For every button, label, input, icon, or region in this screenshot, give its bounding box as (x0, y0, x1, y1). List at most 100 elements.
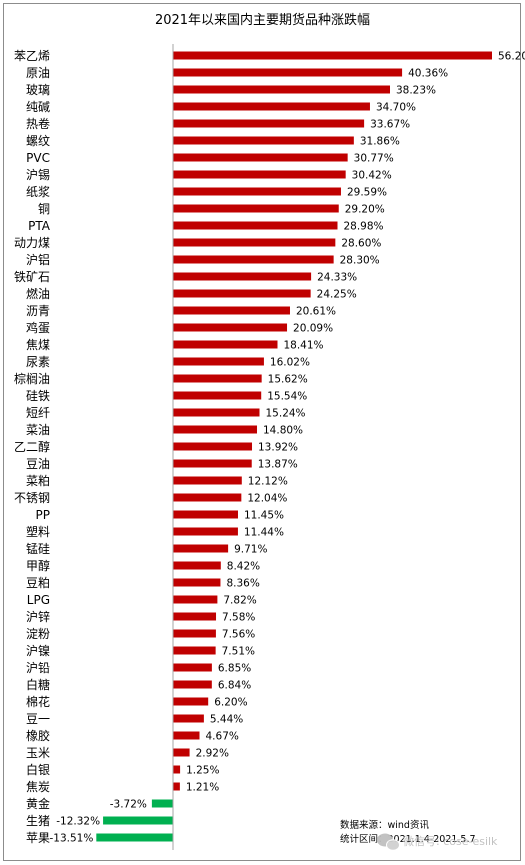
value-label: 9.71% (234, 544, 267, 556)
bar (173, 289, 311, 298)
category-label: 淀粉 (26, 627, 50, 641)
bar (173, 68, 403, 77)
value-label: 1.21% (186, 782, 219, 794)
bar (103, 816, 173, 825)
category-label: 动力煤 (14, 236, 50, 250)
category-label: 原油 (26, 66, 50, 80)
value-label: 8.36% (226, 578, 259, 590)
bar (151, 799, 173, 808)
category-label: 尿素 (26, 355, 50, 369)
category-label: 沥青 (26, 304, 50, 318)
category-label: 热卷 (26, 116, 50, 131)
bar (173, 323, 288, 332)
wechat-icon (377, 833, 400, 851)
value-label: 13.87% (258, 459, 298, 471)
category-label: 纸浆 (26, 184, 50, 199)
category-label: 白银 (26, 762, 50, 777)
category-label: 玉米 (26, 746, 50, 760)
category-label: 沪镍 (26, 644, 50, 658)
value-label: 30.42% (352, 170, 392, 182)
bar (173, 782, 180, 791)
value-label: 2.92% (196, 748, 229, 760)
value-label: 7.82% (223, 595, 256, 607)
bar (173, 170, 346, 179)
value-label: 11.44% (244, 527, 284, 539)
bar (173, 544, 229, 553)
value-label: 7.58% (222, 612, 255, 624)
value-label: 38.23% (396, 85, 436, 97)
category-label: 沪铝 (26, 252, 50, 267)
category-label: 白糖 (26, 677, 50, 692)
value-label: 5.44% (210, 714, 243, 726)
value-label: 30.77% (354, 153, 394, 165)
category-label: 沪铅 (26, 661, 50, 675)
bar (173, 493, 242, 502)
bar (96, 833, 173, 842)
category-label: 铁矿石 (14, 270, 50, 284)
value-label: 15.24% (266, 408, 306, 420)
category-label: 锰硅 (26, 541, 50, 556)
category-label: 焦煤 (26, 338, 50, 352)
category-label: 棕榈油 (14, 371, 50, 386)
value-label: 15.62% (268, 374, 308, 386)
value-label: 4.67% (206, 731, 239, 743)
bar (173, 527, 238, 536)
category-label: 燃油 (26, 286, 50, 301)
value-label: 28.98% (343, 221, 383, 233)
category-label: 苹果 (26, 831, 50, 845)
chart-frame (3, 3, 521, 861)
category-label: 棉花 (26, 694, 50, 709)
value-label: 20.61% (296, 306, 336, 318)
bar (173, 391, 262, 400)
value-label: 12.04% (247, 493, 287, 505)
value-label: 6.20% (214, 697, 247, 709)
category-label: 豆一 (26, 712, 50, 726)
category-label: 纯碱 (26, 100, 50, 114)
value-label: 56.20% (498, 51, 525, 63)
value-label: 18.41% (283, 340, 323, 352)
category-label: 焦炭 (26, 780, 50, 794)
category-label: 橡胶 (26, 728, 50, 743)
value-label: 6.85% (218, 663, 251, 675)
category-label: 菜粕 (26, 473, 50, 488)
source-note: 数据来源：wind资讯 (340, 819, 429, 831)
value-label: 34.70% (376, 102, 416, 114)
value-label: 15.54% (267, 391, 307, 403)
value-label: 13.92% (258, 442, 298, 454)
category-label: 铜 (38, 201, 50, 216)
value-label: -13.51% (49, 833, 93, 845)
bar (173, 102, 370, 111)
value-label: 24.33% (317, 272, 357, 284)
category-label: 鸡蛋 (26, 320, 50, 335)
bar (173, 748, 190, 757)
bar (173, 187, 341, 196)
bar (173, 374, 262, 383)
category-label: PVC (26, 151, 50, 165)
bar (173, 629, 216, 638)
bar (173, 85, 390, 94)
value-label: 29.59% (347, 187, 387, 199)
bar (173, 680, 212, 689)
category-label: 苯乙烯 (14, 49, 50, 63)
bar (173, 357, 264, 366)
value-label: 16.02% (270, 357, 310, 369)
category-label: 不锈钢 (14, 491, 50, 505)
bar (173, 255, 334, 264)
value-label: -12.32% (56, 816, 100, 828)
bar (173, 204, 339, 213)
value-label: 8.42% (227, 561, 260, 573)
category-label: 甲醇 (26, 558, 50, 573)
bar (173, 578, 221, 587)
category-label: PP (36, 508, 50, 522)
watermark-text: 微信号: cose-esilk (403, 834, 498, 848)
category-label: 沪锌 (26, 610, 50, 624)
category-label: 乙二醇 (14, 439, 50, 454)
bar (173, 221, 338, 230)
value-label: 20.09% (293, 323, 333, 335)
category-label: 菜油 (26, 423, 50, 437)
category-label: 沪锡 (26, 167, 50, 182)
value-label: 28.30% (340, 255, 380, 267)
value-label: 28.60% (341, 238, 381, 250)
category-label: 短纤 (26, 406, 50, 420)
value-label: 40.36% (408, 68, 448, 80)
